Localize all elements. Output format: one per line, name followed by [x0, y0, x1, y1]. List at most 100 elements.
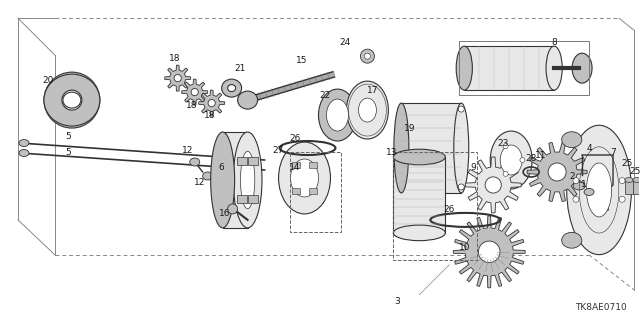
Text: 17: 17 [367, 86, 378, 95]
Ellipse shape [562, 132, 582, 148]
Ellipse shape [500, 145, 522, 175]
Ellipse shape [278, 142, 330, 214]
Text: 7: 7 [610, 148, 616, 156]
Circle shape [503, 171, 508, 176]
Text: 16: 16 [219, 209, 230, 219]
Text: 3: 3 [394, 297, 400, 306]
Bar [309, 188, 317, 194]
Circle shape [191, 89, 198, 96]
Circle shape [364, 53, 371, 59]
Ellipse shape [394, 103, 409, 193]
Ellipse shape [456, 46, 472, 90]
Text: 15: 15 [296, 56, 307, 65]
Ellipse shape [326, 99, 348, 131]
Circle shape [548, 163, 566, 181]
Text: 26: 26 [290, 133, 301, 142]
Ellipse shape [358, 98, 376, 122]
Bar [289, 152, 342, 232]
Text: 8: 8 [551, 38, 557, 47]
Text: 14: 14 [289, 164, 300, 172]
Ellipse shape [573, 182, 585, 190]
Ellipse shape [319, 89, 356, 141]
Text: 4: 4 [586, 143, 592, 153]
Bar [401, 103, 461, 193]
Text: TK8AE0710: TK8AE0710 [575, 303, 627, 312]
Ellipse shape [211, 132, 235, 228]
Circle shape [208, 100, 215, 107]
Ellipse shape [584, 188, 594, 196]
Text: 2: 2 [570, 172, 575, 181]
Ellipse shape [237, 91, 257, 109]
Circle shape [520, 157, 525, 163]
Ellipse shape [572, 53, 592, 83]
Text: 18: 18 [169, 54, 180, 63]
Ellipse shape [221, 79, 242, 97]
Circle shape [485, 177, 501, 193]
Polygon shape [527, 142, 587, 202]
Ellipse shape [454, 103, 468, 193]
Polygon shape [453, 216, 525, 288]
Circle shape [174, 75, 181, 82]
Text: 25: 25 [621, 159, 633, 169]
Ellipse shape [63, 92, 81, 108]
Bar [460, 41, 589, 95]
Text: 9: 9 [470, 164, 476, 172]
Text: 28: 28 [525, 154, 537, 163]
Text: 18: 18 [186, 100, 198, 109]
Ellipse shape [625, 178, 633, 182]
Bar [237, 157, 247, 165]
Circle shape [573, 196, 579, 202]
Bar [248, 157, 258, 165]
Bar [633, 180, 640, 194]
Ellipse shape [44, 74, 100, 126]
Text: 10: 10 [458, 244, 470, 252]
Ellipse shape [19, 149, 29, 156]
Circle shape [44, 72, 100, 128]
Ellipse shape [562, 232, 582, 248]
Ellipse shape [346, 81, 388, 139]
Circle shape [458, 184, 464, 190]
Circle shape [458, 106, 464, 112]
Text: 25: 25 [629, 167, 640, 177]
Circle shape [503, 144, 508, 149]
Ellipse shape [291, 159, 319, 197]
Text: 6: 6 [219, 164, 225, 172]
Text: 27: 27 [272, 146, 284, 155]
Circle shape [573, 178, 579, 184]
Bar [248, 195, 258, 203]
Bar [394, 152, 477, 260]
Bar [394, 157, 445, 233]
Text: 11: 11 [536, 150, 547, 159]
Bar [309, 162, 317, 168]
Text: 12: 12 [182, 146, 193, 155]
Text: 12: 12 [194, 179, 205, 188]
Circle shape [619, 178, 625, 184]
Text: 24: 24 [340, 38, 351, 47]
Ellipse shape [546, 46, 562, 90]
Ellipse shape [241, 151, 255, 209]
Text: 5: 5 [65, 132, 71, 140]
Ellipse shape [228, 84, 236, 92]
Text: 20: 20 [42, 76, 54, 84]
Ellipse shape [394, 149, 445, 165]
Bar [464, 46, 554, 90]
Text: 19: 19 [404, 124, 415, 132]
Circle shape [619, 196, 625, 202]
Circle shape [479, 241, 500, 263]
Polygon shape [198, 90, 225, 116]
Circle shape [62, 90, 82, 110]
Ellipse shape [203, 172, 212, 180]
Bar [223, 132, 248, 228]
Ellipse shape [19, 140, 29, 147]
Ellipse shape [586, 163, 612, 217]
Polygon shape [182, 79, 207, 105]
Bar [625, 180, 633, 194]
Text: 26: 26 [444, 205, 455, 214]
Bar [292, 188, 300, 194]
Ellipse shape [233, 132, 262, 228]
Text: 22: 22 [319, 91, 330, 100]
Text: 5: 5 [65, 148, 71, 156]
Polygon shape [465, 157, 521, 213]
Text: 13: 13 [386, 148, 397, 156]
Bar [292, 162, 300, 168]
